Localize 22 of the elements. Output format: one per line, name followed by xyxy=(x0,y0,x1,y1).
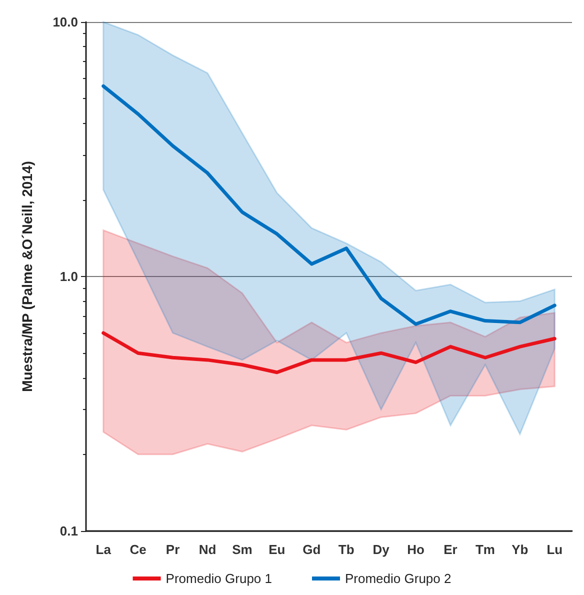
x-tick-label: Tb xyxy=(338,542,354,557)
x-tick-label: Gd xyxy=(302,542,321,557)
x-tick-label: Pr xyxy=(166,542,180,557)
y-tick-label: 1.0 xyxy=(60,269,78,284)
x-tick-label: Nd xyxy=(198,542,216,557)
x-tick-label: La xyxy=(96,542,112,557)
line-series xyxy=(102,84,556,326)
x-tick-label: Eu xyxy=(268,542,286,557)
x-tick-label: Ho xyxy=(407,542,424,557)
line-series xyxy=(102,331,556,374)
y-tick-label: 0.1 xyxy=(60,524,78,538)
y-tick-label: 10.0 xyxy=(52,14,78,30)
legend-label: Promedio Grupo 2 xyxy=(345,571,452,586)
x-tick-label: Sm xyxy=(232,542,252,557)
x-tick-label: Ce xyxy=(130,542,146,557)
y-axis-title: Muestra/MP (Palme &O´Neill, 2014) xyxy=(19,161,35,392)
x-tick-label: Er xyxy=(444,542,458,557)
x-tick-label: Tm xyxy=(475,542,495,557)
x-tick-label: Dy xyxy=(372,542,390,557)
legend-label: Promedio Grupo 1 xyxy=(166,571,272,586)
x-tick-label: Lu xyxy=(546,542,563,557)
x-tick-label: Yb xyxy=(512,542,528,557)
